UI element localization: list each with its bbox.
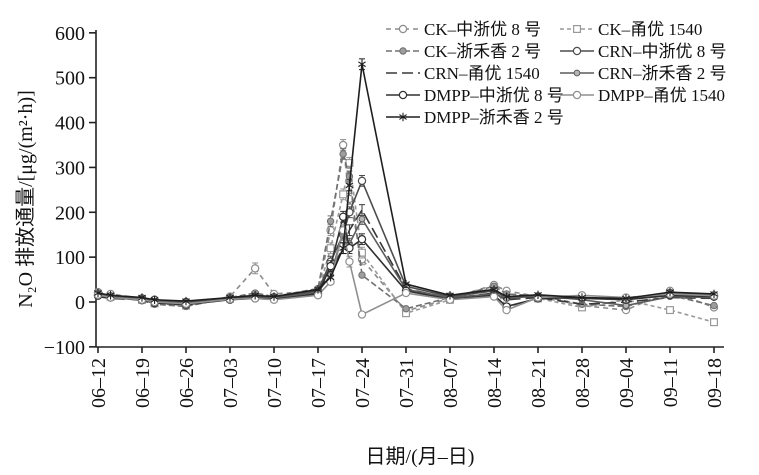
legend-label: CK–中浙优 8 号: [424, 20, 541, 39]
x-tick-label: 09–11: [660, 358, 682, 407]
data-point-marker: [339, 150, 347, 158]
legend-item: CK–中浙优 8 号: [386, 20, 541, 39]
legend-item: DMPP–甬优 1540: [560, 86, 725, 105]
data-point-marker: [402, 281, 410, 287]
x-tick-label: 07–17: [308, 358, 330, 408]
data-point-marker: [314, 286, 322, 293]
legend-label: CRN–中浙优 8 号: [598, 42, 726, 61]
series-line: [97, 64, 715, 302]
data-point-marker: [710, 301, 718, 310]
x-tick-label: 08–21: [528, 358, 550, 408]
data-point-marker: [502, 305, 511, 315]
data-point-marker: [572, 46, 582, 56]
data-point-marker: [150, 296, 159, 303]
data-point-marker: [94, 290, 102, 296]
legend-item: DMPP–中浙优 8 号: [386, 86, 564, 105]
x-tick-label: 08–14: [484, 358, 506, 408]
legend-label: CRN–浙禾香 2 号: [598, 64, 726, 83]
x-tick-label: 07–10: [264, 358, 286, 408]
data-point-marker: [622, 295, 630, 302]
data-point-marker: [578, 294, 586, 301]
data-point-marker: [665, 306, 674, 315]
legend-label: CK–甬优 1540: [598, 20, 702, 39]
legend-label: DMPP–甬优 1540: [598, 86, 725, 105]
data-point-marker: [358, 271, 366, 279]
data-point-marker: [446, 292, 454, 299]
data-point-marker: [710, 291, 718, 297]
y-tick-label: 400: [55, 113, 85, 135]
data-point-marker: [326, 217, 335, 225]
data-point-marker: [357, 176, 367, 186]
x-tick-label: 09–18: [704, 358, 726, 408]
data-point-marker: [573, 69, 581, 77]
legend-label: CRN–甬优 1540: [424, 64, 540, 83]
y-tick-label: 0: [75, 292, 85, 314]
legend-item: CRN–甬优 1540: [386, 64, 540, 83]
y-tick-label: 100: [55, 247, 85, 269]
data-point-marker: [398, 90, 408, 100]
x-axis-label: 日期/(月–日): [365, 446, 475, 468]
x-tick-label: 07–24: [352, 358, 374, 408]
data-point-marker: [182, 298, 190, 304]
legend-label: DMPP–中浙优 8 号: [424, 86, 564, 105]
data-point-marker: [106, 292, 115, 299]
legend-label: DMPP–浙禾香 2 号: [424, 108, 564, 127]
data-point-marker: [402, 305, 410, 313]
legend-item: CRN–浙禾香 2 号: [560, 64, 726, 83]
x-tick-label: 06–26: [176, 358, 198, 408]
data-point-marker: [666, 289, 674, 295]
legend-label: CK–浙禾香 2 号: [424, 42, 541, 61]
y-tick-label: −100: [44, 337, 85, 359]
data-point-marker: [358, 61, 366, 68]
data-point-marker: [572, 90, 582, 100]
data-point-marker: [399, 114, 407, 120]
data-point-marker: [138, 294, 146, 301]
data-point-marker: [398, 24, 408, 34]
data-point-marker: [339, 190, 348, 199]
x-tick-label: 08–07: [440, 358, 462, 408]
y-tick-label: 200: [55, 202, 85, 224]
data-point-marker: [338, 140, 348, 150]
data-point-marker: [709, 318, 718, 327]
y-tick-label: 500: [55, 68, 85, 90]
data-point-marker: [401, 288, 411, 298]
data-point-marker: [339, 245, 348, 252]
x-tick-label: 06–12: [88, 358, 110, 408]
series-DMPP–浙禾香 2 号: [94, 58, 718, 306]
x-tick-label: 08–28: [572, 358, 594, 408]
y-axis-label: N₂O 排放通量/[μg/(m²·h)]: [15, 90, 37, 308]
data-point-marker: [358, 215, 366, 223]
data-point-marker: [345, 182, 354, 189]
data-point-marker: [326, 244, 335, 253]
data-point-marker: [489, 292, 499, 301]
legend-item: CRN–中浙优 8 号: [560, 42, 726, 61]
data-point-marker: [326, 274, 335, 281]
x-tick-label: 09–04: [616, 358, 638, 408]
data-point-marker: [251, 292, 260, 299]
data-point-marker: [226, 294, 234, 301]
x-tick-label: 07–31: [396, 358, 418, 408]
data-point-marker: [534, 291, 542, 298]
data-point-marker: [357, 310, 367, 319]
data-point-marker: [572, 25, 581, 34]
data-point-marker: [357, 234, 367, 244]
data-point-marker: [250, 264, 260, 273]
data-point-marker: [270, 293, 278, 300]
legend-item: CK–甬优 1540: [560, 20, 702, 39]
data-point-marker: [399, 47, 407, 55]
y-tick-label: 300: [55, 157, 85, 179]
data-point-marker: [345, 257, 354, 266]
legend-item: DMPP–浙禾香 2 号: [386, 108, 564, 127]
data-point-marker: [490, 286, 498, 293]
data-point-marker: [502, 293, 511, 300]
y-tick-label: 600: [55, 23, 85, 45]
x-tick-label: 07–03: [220, 358, 242, 408]
series-line: [97, 153, 715, 310]
legend-item: CK–浙禾香 2 号: [386, 42, 541, 61]
x-tick-label: 06–19: [132, 358, 154, 408]
